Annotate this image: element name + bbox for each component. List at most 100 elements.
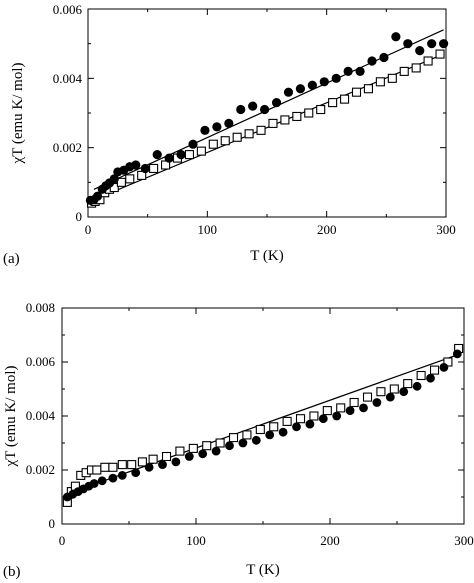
data-point-filled-circle (260, 104, 270, 115)
x-tick-label: 200 (317, 222, 337, 237)
data-point-filled-circle (176, 150, 186, 160)
panel-a: 0 100 200 300 0 0.002 0.004 0.006 T (K) … (3, 2, 456, 267)
data-point-filled-circle (332, 411, 342, 421)
y-tick-label: 0.006 (26, 354, 56, 369)
data-point-filled-circle (305, 419, 315, 429)
data-point-filled-circle (271, 98, 282, 108)
y-tick-label: 0.008 (26, 300, 55, 315)
panel-b: 0 100 200 300 0 0.002 0.004 0.006 0.008 … (3, 300, 474, 580)
data-point-filled-circle (140, 163, 150, 174)
plot-frame-b (61, 307, 465, 525)
data-point-filled-circle (295, 84, 306, 94)
x-tick-label: 0 (59, 533, 66, 548)
data-point-open-square (256, 125, 266, 135)
data-point-open-square (328, 98, 338, 108)
data-point-filled-circle (439, 363, 449, 372)
data-point-open-square (268, 118, 278, 128)
data-point-filled-circle (307, 80, 317, 90)
data-point-filled-circle (144, 462, 154, 472)
fit-line (65, 353, 461, 495)
data-point-open-square (188, 443, 198, 453)
data-point-filled-circle (248, 101, 258, 111)
data-point-filled-circle (158, 460, 167, 469)
data-point-filled-circle (426, 373, 435, 383)
data-point-filled-circle (184, 452, 194, 461)
panel-label-b: (b) (3, 564, 21, 580)
data-point-filled-circle (319, 77, 329, 87)
data-point-filled-circle (367, 56, 377, 66)
data-point-open-square (304, 108, 314, 118)
data-point-open-square (322, 406, 332, 416)
data-point-open-square (202, 441, 212, 451)
data-point-open-square (127, 460, 137, 470)
data-point-open-square (282, 416, 292, 426)
data-point-open-square (242, 430, 252, 440)
y-tick-label: 0.002 (53, 140, 82, 155)
data-point-filled-circle (403, 39, 413, 49)
data-point-open-square (399, 66, 409, 76)
data-point-filled-circle (439, 39, 449, 49)
data-point-filled-circle (236, 104, 246, 115)
x-tick-label: 200 (320, 533, 340, 548)
data-point-filled-circle (109, 174, 119, 184)
data-point-open-square (336, 403, 346, 413)
data-point-open-square (340, 94, 350, 104)
data-point-open-square (429, 365, 440, 375)
data-point-filled-circle (198, 449, 208, 459)
data-point-filled-circle (224, 118, 234, 128)
data-point-filled-circle (225, 441, 234, 451)
ticks-a (87, 8, 447, 218)
data-point-open-square (161, 160, 171, 170)
data-point-filled-circle (345, 406, 355, 415)
data-point-open-square (309, 411, 319, 421)
data-point-open-square (351, 87, 362, 97)
data-point-filled-circle (283, 87, 294, 97)
data-point-filled-circle (131, 160, 141, 170)
data-point-open-square (363, 84, 373, 94)
data-point-open-square (125, 174, 135, 184)
panel-label-a: (a) (3, 251, 20, 267)
data-point-open-square (184, 150, 194, 160)
data-point-filled-circle (372, 398, 382, 407)
data-point-open-square (292, 111, 302, 122)
data-point-open-square (137, 457, 147, 467)
data-point-open-square (220, 136, 230, 146)
data-point-open-square (255, 424, 265, 435)
data-point-open-square (435, 49, 445, 59)
data-point-filled-circle (152, 150, 162, 160)
data-point-filled-circle (200, 125, 210, 135)
data-point-open-square (376, 387, 386, 397)
data-point-open-square (148, 454, 158, 464)
data-point-filled-circle (278, 427, 288, 437)
data-point-filled-circle (359, 403, 368, 413)
data-point-open-square (149, 163, 159, 174)
data-point-open-square (280, 115, 290, 125)
data-point-filled-circle (238, 438, 248, 448)
data-point-open-square (117, 460, 127, 470)
data-point-filled-circle (89, 479, 99, 488)
data-point-open-square (100, 462, 110, 472)
data-point-filled-circle (131, 468, 141, 478)
data-point-open-square (175, 446, 185, 456)
data-point-filled-circle (92, 191, 103, 201)
data-point-filled-circle (212, 122, 222, 132)
data-point-filled-circle (188, 139, 198, 149)
data-point-open-square (244, 129, 254, 139)
x-axis-title: T (K) (246, 562, 279, 578)
data-point-open-square (228, 433, 239, 443)
data-point-open-square (389, 384, 399, 394)
data-point-open-square (108, 462, 118, 472)
y-tick-label: 0.004 (53, 71, 83, 86)
x-tick-label: 100 (198, 222, 218, 237)
data-point-filled-circle (427, 39, 437, 49)
data-point-filled-circle (412, 381, 422, 391)
y-tick-label: 0.006 (53, 2, 83, 17)
data-point-open-square (215, 438, 225, 448)
data-point-filled-circle (251, 435, 261, 445)
y-tick-label: 0.002 (26, 462, 55, 477)
data-point-filled-circle (385, 392, 395, 402)
y-tick-label: 0 (76, 209, 83, 224)
points-b (62, 343, 464, 507)
ticks-b (61, 307, 465, 525)
